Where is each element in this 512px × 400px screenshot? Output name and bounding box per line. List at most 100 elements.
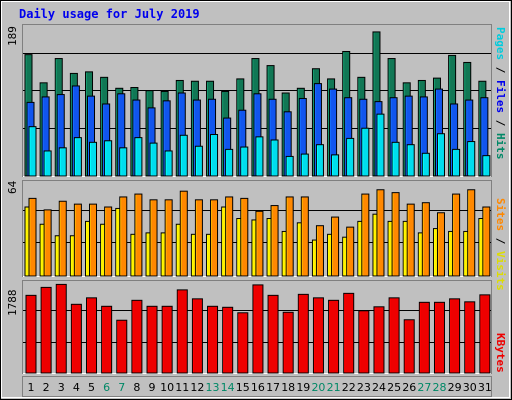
x-tick-label: 14: [220, 381, 235, 394]
sites-bar: [58, 200, 67, 277]
sites-bar: [164, 199, 173, 277]
sites-bar: [391, 192, 400, 277]
sites-bar: [270, 205, 279, 277]
x-tick-label: 17: [266, 381, 281, 394]
x-tick-label: 5: [88, 381, 96, 394]
pages-bar: [285, 155, 294, 177]
kbytes-bar: [116, 319, 128, 374]
sites-bar: [376, 189, 385, 277]
pages-bar: [376, 113, 385, 177]
x-tick-label: 27: [417, 381, 432, 394]
x-tick-label: 30: [462, 381, 477, 394]
pages-bar: [164, 150, 173, 177]
sites-bar: [89, 203, 98, 277]
sites-bar: [361, 193, 370, 277]
sites-bar: [467, 189, 476, 277]
x-tick-label: 10: [160, 381, 175, 394]
x-tick-label: 26: [402, 381, 417, 394]
pages-bar: [225, 148, 234, 177]
y-max-label-panel-1: 189: [6, 26, 19, 46]
x-tick-label: 11: [175, 381, 190, 394]
sites-bar: [119, 196, 128, 277]
x-tick-label: 15: [235, 381, 250, 394]
pages-bar: [43, 150, 52, 177]
pages-bar: [361, 127, 370, 177]
sites-bar: [149, 199, 158, 277]
legend-top-part: Hits: [494, 133, 507, 160]
sites-bar: [28, 197, 37, 277]
pages-bar: [391, 141, 400, 177]
sites-bar: [134, 193, 143, 277]
x-tick-label: 1: [27, 381, 35, 394]
legend-top-part: /: [494, 60, 507, 80]
kbytes-bar: [282, 311, 294, 374]
kbytes-bar: [343, 292, 355, 374]
kbytes-bar: [101, 305, 113, 374]
pages-bar: [421, 152, 430, 177]
x-tick-label: 22: [341, 381, 356, 394]
kbytes-bar: [418, 301, 430, 374]
sites-bar: [255, 210, 264, 277]
x-tick-label: 12: [190, 381, 205, 394]
pages-bar: [255, 136, 264, 177]
kbytes-bar: [388, 297, 400, 374]
pages-bar: [134, 137, 143, 177]
legend-middle-part: /: [494, 231, 507, 251]
kbytes-bar: [297, 293, 309, 374]
legend-top-part: /: [494, 113, 507, 133]
sites-bar: [482, 206, 491, 277]
sites-bar: [43, 209, 52, 277]
kbytes-bar: [312, 297, 324, 374]
sites-bar: [331, 216, 340, 277]
legend-bottom-part: KBytes: [494, 333, 507, 373]
x-tick-label: 19: [296, 381, 311, 394]
x-tick-label: 16: [250, 381, 265, 394]
x-tick-label: 31: [477, 381, 492, 394]
sites-bar: [285, 196, 294, 277]
sites-bar: [179, 190, 188, 277]
pages-bar: [194, 145, 203, 177]
kbytes-bar: [464, 301, 476, 374]
pages-bar: [467, 141, 476, 177]
kbytes-bar: [131, 299, 143, 374]
legend-top-part: Pages: [494, 27, 507, 61]
y-max-label-panel-2: 64: [6, 180, 19, 194]
sites-bar: [436, 212, 445, 277]
kbytes-bar: [70, 303, 82, 374]
y-max-label-panel-3: 1788: [6, 289, 19, 317]
kbytes-bar: [207, 305, 219, 374]
sites-bar: [346, 226, 355, 277]
kbytes-bar: [146, 305, 158, 374]
x-tick-label: 18: [281, 381, 296, 394]
x-tick-label: 13: [205, 381, 220, 394]
pages-bar: [346, 137, 355, 177]
sites-bar: [104, 206, 113, 277]
sites-bar: [406, 203, 415, 277]
x-tick-label: 7: [118, 381, 126, 394]
kbytes-bar: [328, 299, 340, 374]
pages-bar: [315, 144, 324, 177]
kbytes-bar: [191, 298, 203, 374]
kbytes-bar: [267, 294, 279, 374]
x-tick-label: 21: [326, 381, 341, 394]
kbytes-bar: [55, 283, 67, 374]
kbytes-bar: [161, 305, 173, 374]
x-tick-label: 9: [148, 381, 156, 394]
pages-bar: [149, 142, 158, 177]
x-tick-label: 3: [57, 381, 65, 394]
kbytes-bar: [176, 289, 188, 374]
x-tick-label: 8: [133, 381, 141, 394]
x-axis-box: [22, 376, 492, 397]
legend-bottom: KBytes: [494, 333, 507, 373]
x-tick-label: 20: [311, 381, 326, 394]
x-tick-label: 29: [447, 381, 462, 394]
kbytes-bar: [237, 312, 249, 374]
x-tick-label: 23: [356, 381, 371, 394]
sites-bar: [300, 196, 309, 277]
pages-bar: [452, 148, 461, 177]
sites-bar: [225, 196, 234, 277]
kbytes-bar: [358, 310, 370, 374]
